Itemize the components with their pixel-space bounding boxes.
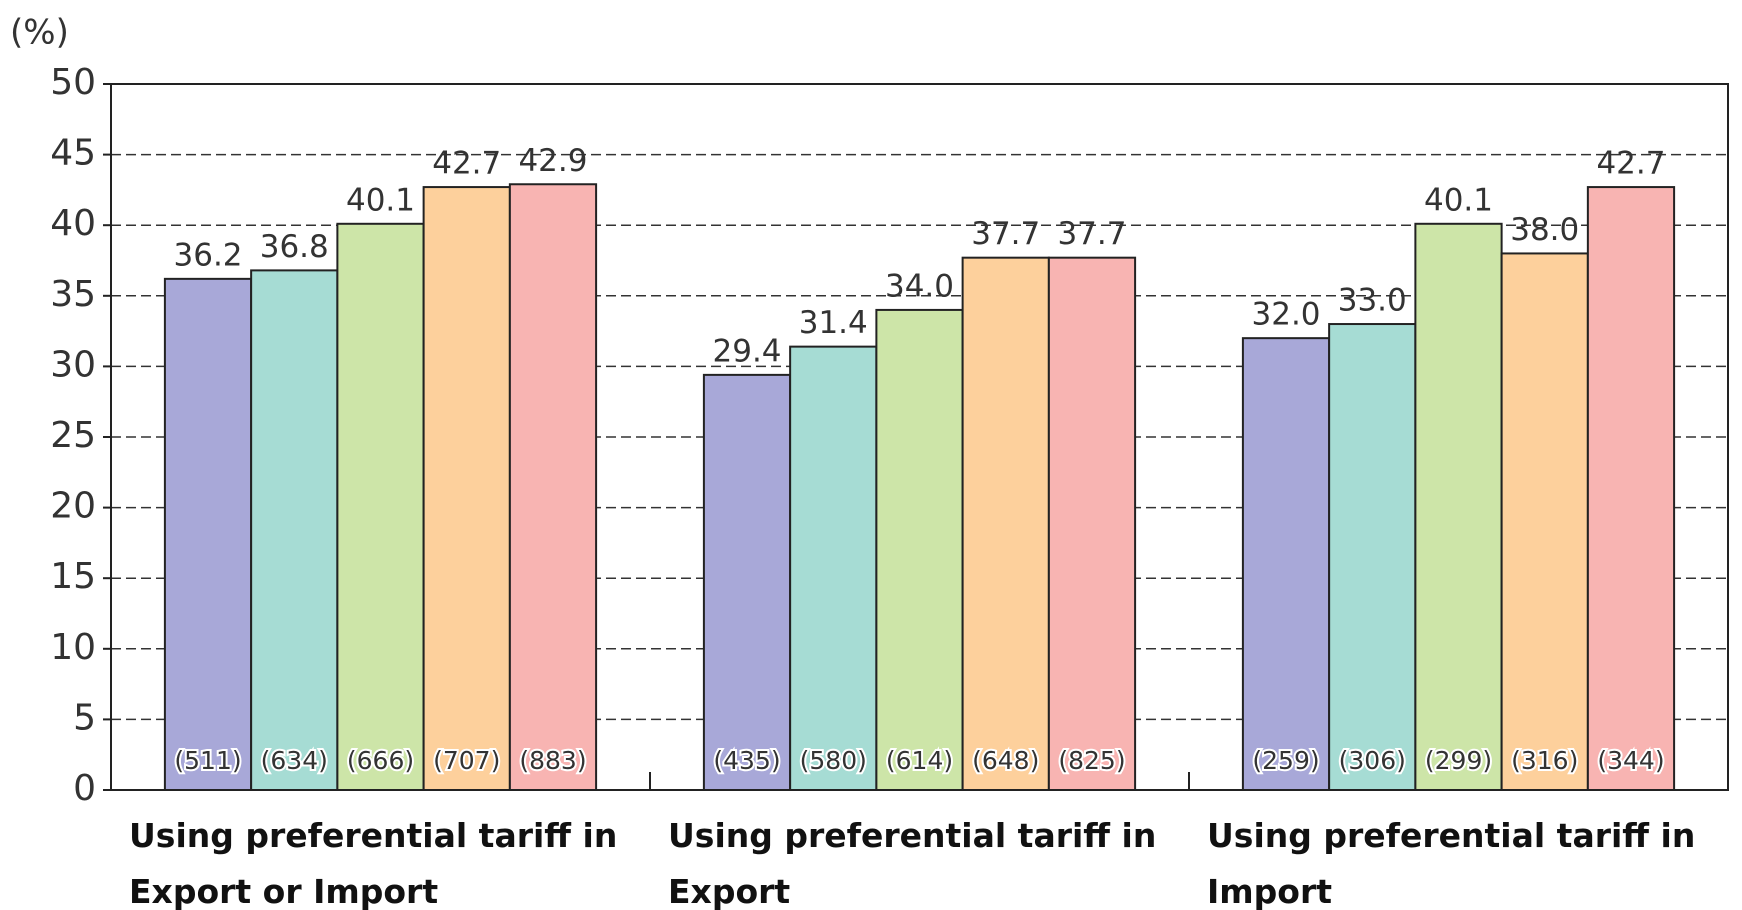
value-label: 42.9 [518,143,587,179]
count-label: (634) [261,746,328,775]
value-label: 29.4 [713,333,782,369]
bar [961,256,1050,791]
y-tick-label: 20 [50,486,96,527]
value-label: 37.7 [971,216,1040,252]
y-tick-label: 30 [50,344,96,385]
y-tick-label: 15 [50,556,96,597]
bar [875,308,964,791]
bar [1414,222,1503,791]
value-label: 40.1 [1424,182,1493,218]
value-label: 37.7 [1057,216,1126,252]
value-label: 42.7 [1596,146,1665,182]
bar [1586,186,1676,792]
y-tick-label: 0 [73,768,96,809]
bar [250,269,339,792]
count-label: (435) [713,746,780,775]
y-tick-label: 10 [50,627,96,668]
x-tick-label: Using preferential tariff in Export [668,816,1157,910]
value-label: 33.0 [1338,283,1407,319]
value-label: 31.4 [799,305,868,341]
count-label: (259) [1252,746,1319,775]
bar [1047,256,1137,791]
count-label: (344) [1597,746,1664,775]
y-axis-label: (%) [10,13,69,53]
x-tick-label: Using preferential tariff in Import [1207,816,1696,910]
value-label: 40.1 [346,182,415,218]
y-tick-label: 40 [50,203,96,244]
bar [702,373,792,791]
value-label: 36.8 [260,229,329,265]
value-label: 38.0 [1510,212,1579,248]
bar [1500,252,1589,791]
count-label: (299) [1425,746,1492,775]
count-label: (707) [433,746,500,775]
y-tick-label: 5 [73,697,96,738]
value-label: 42.7 [432,146,501,182]
count-label: (666) [347,746,414,775]
bar [163,277,253,791]
count-label: (825) [1058,746,1125,775]
y-tick-label: 50 [50,62,96,103]
y-tick-label: 25 [50,415,96,456]
value-label: 34.0 [885,268,954,304]
count-label: (511) [174,746,241,775]
y-tick-label: 35 [50,274,96,315]
bar [336,222,425,791]
bar [1328,323,1417,791]
count-label: (614) [886,746,953,775]
count-label: (580) [800,746,867,775]
value-label: 32.0 [1252,297,1321,333]
y-tick-label: 45 [50,133,96,174]
bar [508,183,598,791]
bar [789,345,878,791]
count-label: (306) [1339,746,1406,775]
count-label: (316) [1511,746,1578,775]
x-tick-label: Using preferential tariff in Export or I… [129,816,618,910]
count-label: (883) [519,746,586,775]
bar [1241,337,1331,791]
count-label: (648) [972,746,1039,775]
bar [422,186,511,792]
value-label: 36.2 [174,237,243,273]
